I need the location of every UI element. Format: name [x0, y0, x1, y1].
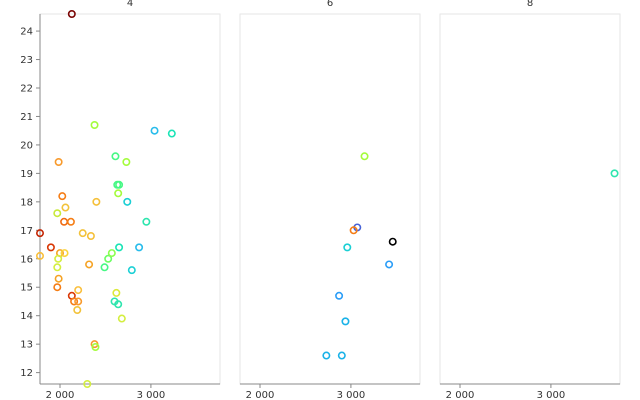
data-point: [53, 209, 62, 218]
facet-title: 8: [527, 0, 533, 9]
x-tick-label: 2 000: [46, 390, 75, 400]
facet-title: 6: [327, 0, 333, 9]
y-tick-label: 14: [20, 311, 33, 322]
data-point: [610, 169, 619, 178]
data-point: [335, 291, 344, 300]
x-tick-label: 3 000: [137, 390, 166, 400]
y-tick-label: 20: [20, 140, 33, 151]
data-point: [90, 121, 99, 130]
panel-frame: [239, 13, 421, 385]
y-tick-label: 17: [20, 226, 33, 237]
data-point: [53, 283, 62, 292]
data-point: [60, 217, 69, 226]
data-point: [123, 197, 132, 206]
facet-panel-4: 4 2 000 3 000 12 13 14 15 16 17 18 19 20 21 22 23 24: [20, 0, 221, 400]
data-point: [74, 286, 83, 295]
y-tick-label: 13: [20, 340, 33, 351]
data-point: [167, 129, 176, 138]
data-point: [114, 300, 123, 309]
data-point: [150, 126, 159, 135]
data-point: [122, 158, 131, 167]
data-point: [111, 152, 120, 161]
data-point: [142, 217, 151, 226]
data-point: [385, 260, 394, 269]
x-tick-label: 3 000: [337, 390, 366, 400]
data-point: [115, 243, 124, 252]
data-point: [104, 254, 113, 263]
data-point: [388, 237, 397, 246]
y-tick-label: 23: [20, 55, 33, 66]
data-point: [86, 232, 95, 241]
panel-frame: [439, 13, 621, 385]
y-tick-label: 19: [20, 169, 33, 180]
data-point: [92, 197, 101, 206]
data-point: [58, 192, 67, 201]
y-tick-label: 16: [20, 254, 33, 265]
data-point: [337, 351, 346, 360]
data-point: [67, 10, 76, 19]
data-point: [107, 249, 116, 258]
y-tick-label: 15: [20, 283, 33, 294]
data-point: [349, 226, 358, 235]
data-point: [83, 379, 92, 388]
data-point: [341, 317, 350, 326]
data-point: [66, 217, 75, 226]
data-point: [85, 260, 94, 269]
data-point: [73, 305, 82, 314]
x-tick-label: 2 000: [446, 390, 475, 400]
data-point: [100, 263, 109, 272]
data-point: [115, 180, 124, 189]
data-point: [114, 189, 123, 198]
data-point: [35, 229, 44, 238]
data-point: [60, 249, 69, 258]
data-point: [54, 274, 63, 283]
data-point: [91, 342, 100, 351]
data-point: [54, 254, 63, 263]
y-tick-label: 18: [20, 197, 33, 208]
data-point: [112, 288, 121, 297]
facet-panel-8: 8 2 000 3 000: [439, 0, 621, 400]
data-point: [127, 266, 136, 275]
y-tick-label: 24: [20, 27, 33, 38]
x-tick-label: 2 000: [246, 390, 275, 400]
data-point: [360, 152, 369, 161]
data-point: [322, 351, 331, 360]
data-point: [78, 229, 87, 238]
data-point: [117, 314, 126, 323]
data-point: [343, 243, 352, 252]
data-point: [54, 158, 63, 167]
facet-panel-6: 6 2 000 3 000: [239, 0, 421, 400]
data-point: [135, 243, 144, 252]
y-tick-label: 12: [20, 368, 33, 379]
y-tick-label: 21: [20, 112, 33, 123]
facet-title: 4: [127, 0, 133, 9]
data-point: [35, 251, 44, 260]
data-point: [74, 297, 83, 306]
data-point: [46, 243, 55, 252]
data-point: [70, 297, 79, 306]
y-tick-label: 22: [20, 84, 33, 95]
data-point: [61, 203, 70, 212]
data-point: [53, 263, 62, 272]
x-tick-label: 3 000: [537, 390, 566, 400]
